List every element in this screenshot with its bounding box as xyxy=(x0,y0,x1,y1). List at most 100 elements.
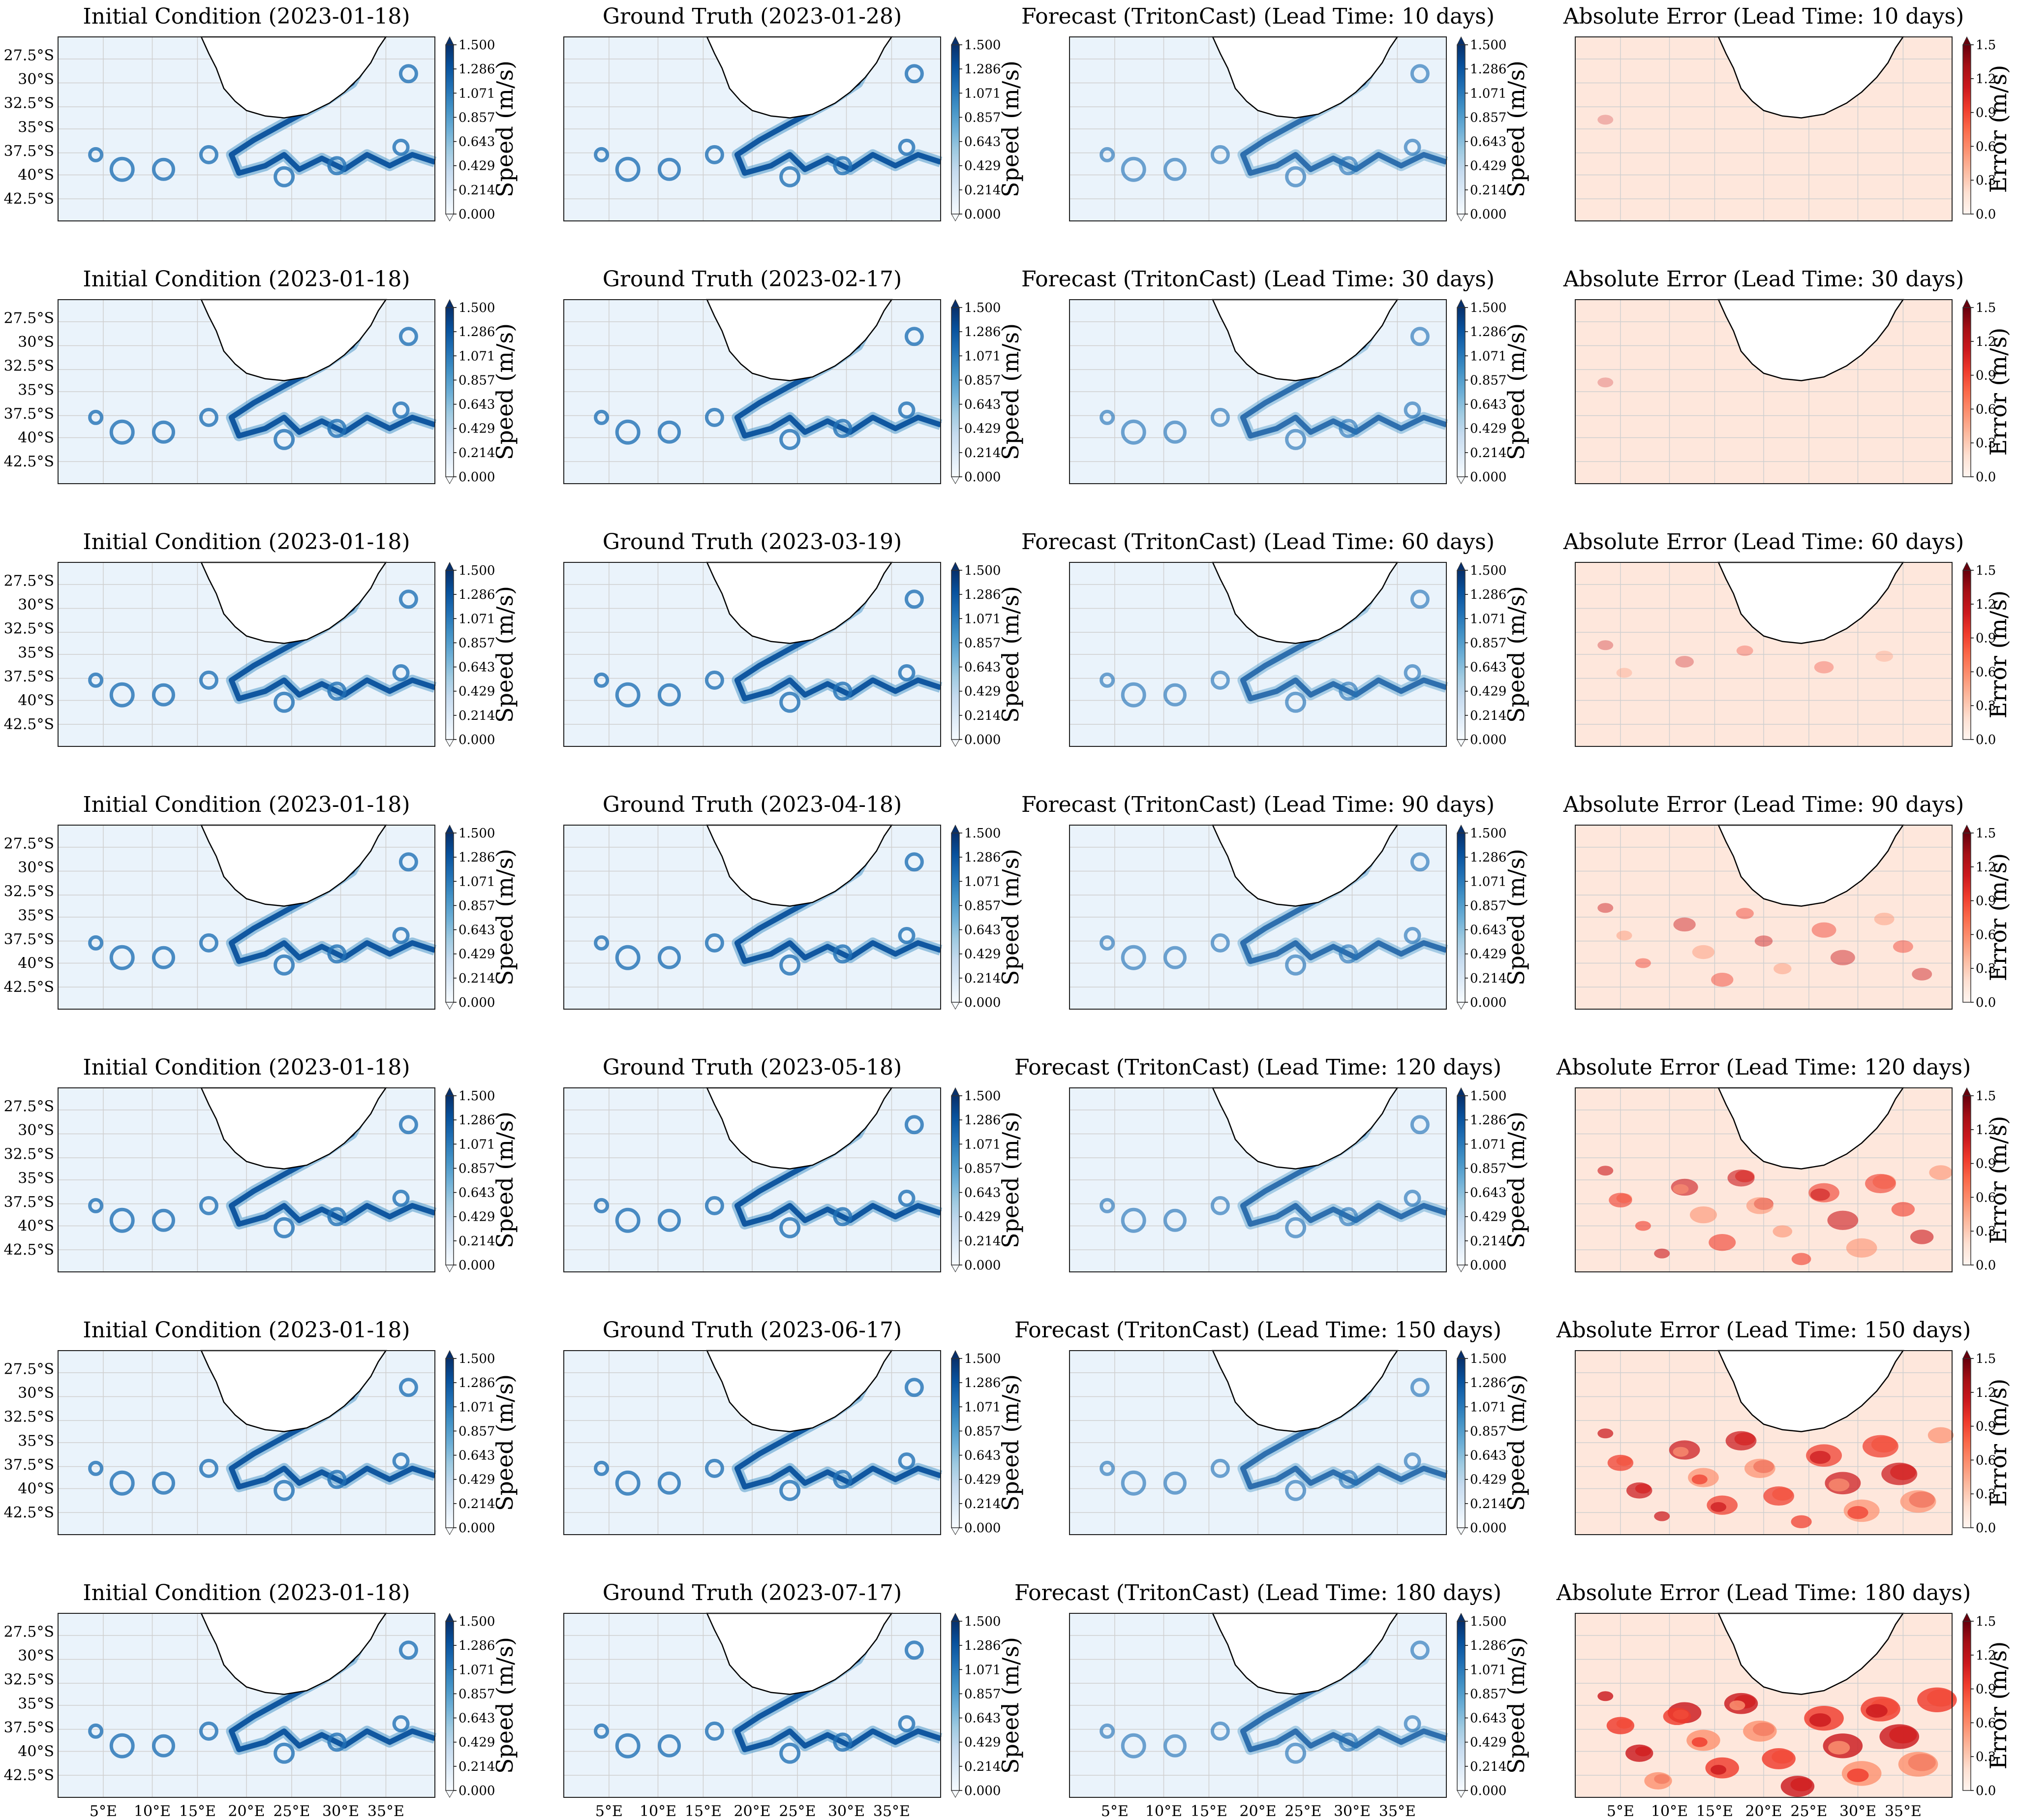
eddy xyxy=(833,1470,853,1489)
map-frame xyxy=(1069,1087,1447,1272)
colorbar-tick-label: 1.500 xyxy=(459,1352,495,1366)
colorbar-tick-label: 1.286 xyxy=(1470,850,1506,865)
map-content xyxy=(88,299,437,450)
colorbar-extend-min xyxy=(445,1002,454,1010)
panel-title: Initial Condition (2023-01-18) xyxy=(83,1580,410,1605)
colorbar-tick-label: 0.857 xyxy=(964,1424,1001,1439)
eddy xyxy=(657,1471,681,1495)
panel-row4-ic: Initial Condition (2023-01-18) 1.500 1.286… xyxy=(4,792,518,1010)
colorbar-tick-label: 1.286 xyxy=(964,62,1001,77)
colorbar-extend-min xyxy=(951,1002,960,1010)
colorbar-tick-label: 0.0 xyxy=(1976,1784,1996,1798)
colorbar-tick-label: 0.429 xyxy=(1470,684,1506,699)
colorbar-tick-label: 0.643 xyxy=(1470,135,1506,150)
speed-colorbar xyxy=(1457,1358,1466,1528)
colorbar-tick-label: 1.286 xyxy=(459,1113,495,1128)
eddy xyxy=(88,1460,104,1476)
eddy xyxy=(904,64,924,84)
colorbar-extend-min xyxy=(951,1527,960,1536)
panel-row1-ic: Initial Condition (2023-01-18) 1.500 1.286… xyxy=(4,4,518,222)
colorbar-tick-label: 1.500 xyxy=(459,1614,495,1629)
lon-tick-label: 15°E xyxy=(685,1803,722,1820)
colorbar-extend-max xyxy=(445,1612,454,1622)
colorbar-label: Speed (m/s) xyxy=(1503,323,1529,460)
speed-colorbar xyxy=(445,307,454,477)
colorbar-extend-max xyxy=(951,36,960,45)
map-frame xyxy=(1575,1350,1953,1535)
colorbar-extend-min xyxy=(1457,1265,1466,1273)
error-blob xyxy=(1663,1707,1691,1726)
africa-landmass xyxy=(1212,36,1399,119)
eddy xyxy=(274,1480,295,1501)
africa-landmass xyxy=(1717,299,1904,381)
eddy xyxy=(904,852,924,872)
error-blob xyxy=(1711,1764,1727,1775)
eddy xyxy=(1210,145,1230,164)
colorbar-extend-max xyxy=(1962,561,1971,571)
lon-tick-label: 15°E xyxy=(1696,1803,1733,1820)
lat-tick-label: 30°S xyxy=(18,1385,54,1402)
colorbar-tick-label: 0.429 xyxy=(964,1210,1001,1225)
error-blob xyxy=(1828,1741,1850,1755)
panel-title: Initial Condition (2023-01-18) xyxy=(83,529,410,555)
error-blob xyxy=(1874,912,1895,925)
error-blob xyxy=(1597,903,1614,913)
colorbar-extend-max xyxy=(951,299,960,308)
colorbar-tick-label: 1.286 xyxy=(1470,1638,1506,1653)
colorbar-label: Speed (m/s) xyxy=(491,61,518,197)
map-content xyxy=(88,561,437,713)
eddy xyxy=(88,935,104,951)
panel-title: Absolute Error (Lead Time: 60 days) xyxy=(1563,529,1964,555)
error-blob xyxy=(1597,1691,1614,1701)
speed-colorbar xyxy=(445,1095,454,1265)
panel-row6-err: Absolute Error (Lead Time: 150 days) 1.5 1… xyxy=(1556,1318,2012,1536)
colorbar-tick-label: 1.500 xyxy=(964,563,1001,578)
africa-landmass xyxy=(200,1612,387,1695)
eddy xyxy=(657,946,681,969)
eddy xyxy=(392,138,410,156)
colorbar-extend-max xyxy=(951,561,960,571)
colorbar-label: Error (m/s) xyxy=(1985,1379,2012,1507)
colorbar-tick-label: 0.857 xyxy=(459,898,495,913)
colorbar-tick-label: 0.000 xyxy=(964,470,1001,485)
colorbar-extend-min xyxy=(445,739,454,747)
eddy xyxy=(594,1460,610,1476)
error-colorbar xyxy=(1962,1095,1971,1265)
eddy xyxy=(199,1721,218,1741)
colorbar-tick-label: 0.214 xyxy=(1470,446,1506,461)
error-blob xyxy=(1673,917,1696,932)
colorbar-tick-label: 0.214 xyxy=(459,709,495,723)
speed-colorbar xyxy=(1457,833,1466,1003)
colorbar-tick-label: 1.071 xyxy=(459,1137,495,1152)
colorbar-tick-label: 0.857 xyxy=(964,373,1001,388)
colorbar-label: Error (m/s) xyxy=(1985,1116,2012,1244)
colorbar-tick-label: 0.429 xyxy=(459,422,495,436)
colorbar-tick-label: 0.429 xyxy=(964,947,1001,962)
colorbar-tick-label: 0.429 xyxy=(1470,1735,1506,1750)
lon-tick-label: 5°E xyxy=(1101,1803,1129,1820)
colorbar-tick-label: 0.643 xyxy=(1470,1449,1506,1463)
colorbar-label: Error (m/s) xyxy=(1985,590,2012,718)
colorbar-tick-label: 0.214 xyxy=(459,1234,495,1249)
speed-colorbar xyxy=(445,570,454,740)
error-blob xyxy=(1711,1502,1727,1512)
panel-row7-err: Absolute Error (Lead Time: 180 days) 1.5 1… xyxy=(1556,1580,2012,1820)
error-colorbar xyxy=(1962,307,1971,477)
eddy xyxy=(1339,944,1358,964)
lat-tick-label: 37.5°S xyxy=(4,143,54,160)
panel-title: Ground Truth (2023-02-17) xyxy=(603,267,902,292)
colorbar-tick-label: 1.286 xyxy=(1470,1113,1506,1128)
colorbar-tick-label: 1.071 xyxy=(964,86,1001,101)
map-content xyxy=(1100,1350,1448,1501)
map-content xyxy=(1597,1612,1957,1797)
eddy xyxy=(833,156,853,176)
colorbar-tick-label: 1.071 xyxy=(459,349,495,364)
colorbar-label: Speed (m/s) xyxy=(491,1374,518,1511)
lat-tick-label: 27.5°S xyxy=(4,1360,54,1378)
lat-tick-label: 32.5°S xyxy=(4,95,54,112)
colorbar-tick-label: 0.9 xyxy=(1976,106,1996,121)
africa-landmass xyxy=(1212,824,1399,907)
colorbar-tick-label: 1.286 xyxy=(459,1376,495,1390)
colorbar-label: Speed (m/s) xyxy=(1503,1111,1529,1248)
africa-landmass xyxy=(706,36,893,119)
